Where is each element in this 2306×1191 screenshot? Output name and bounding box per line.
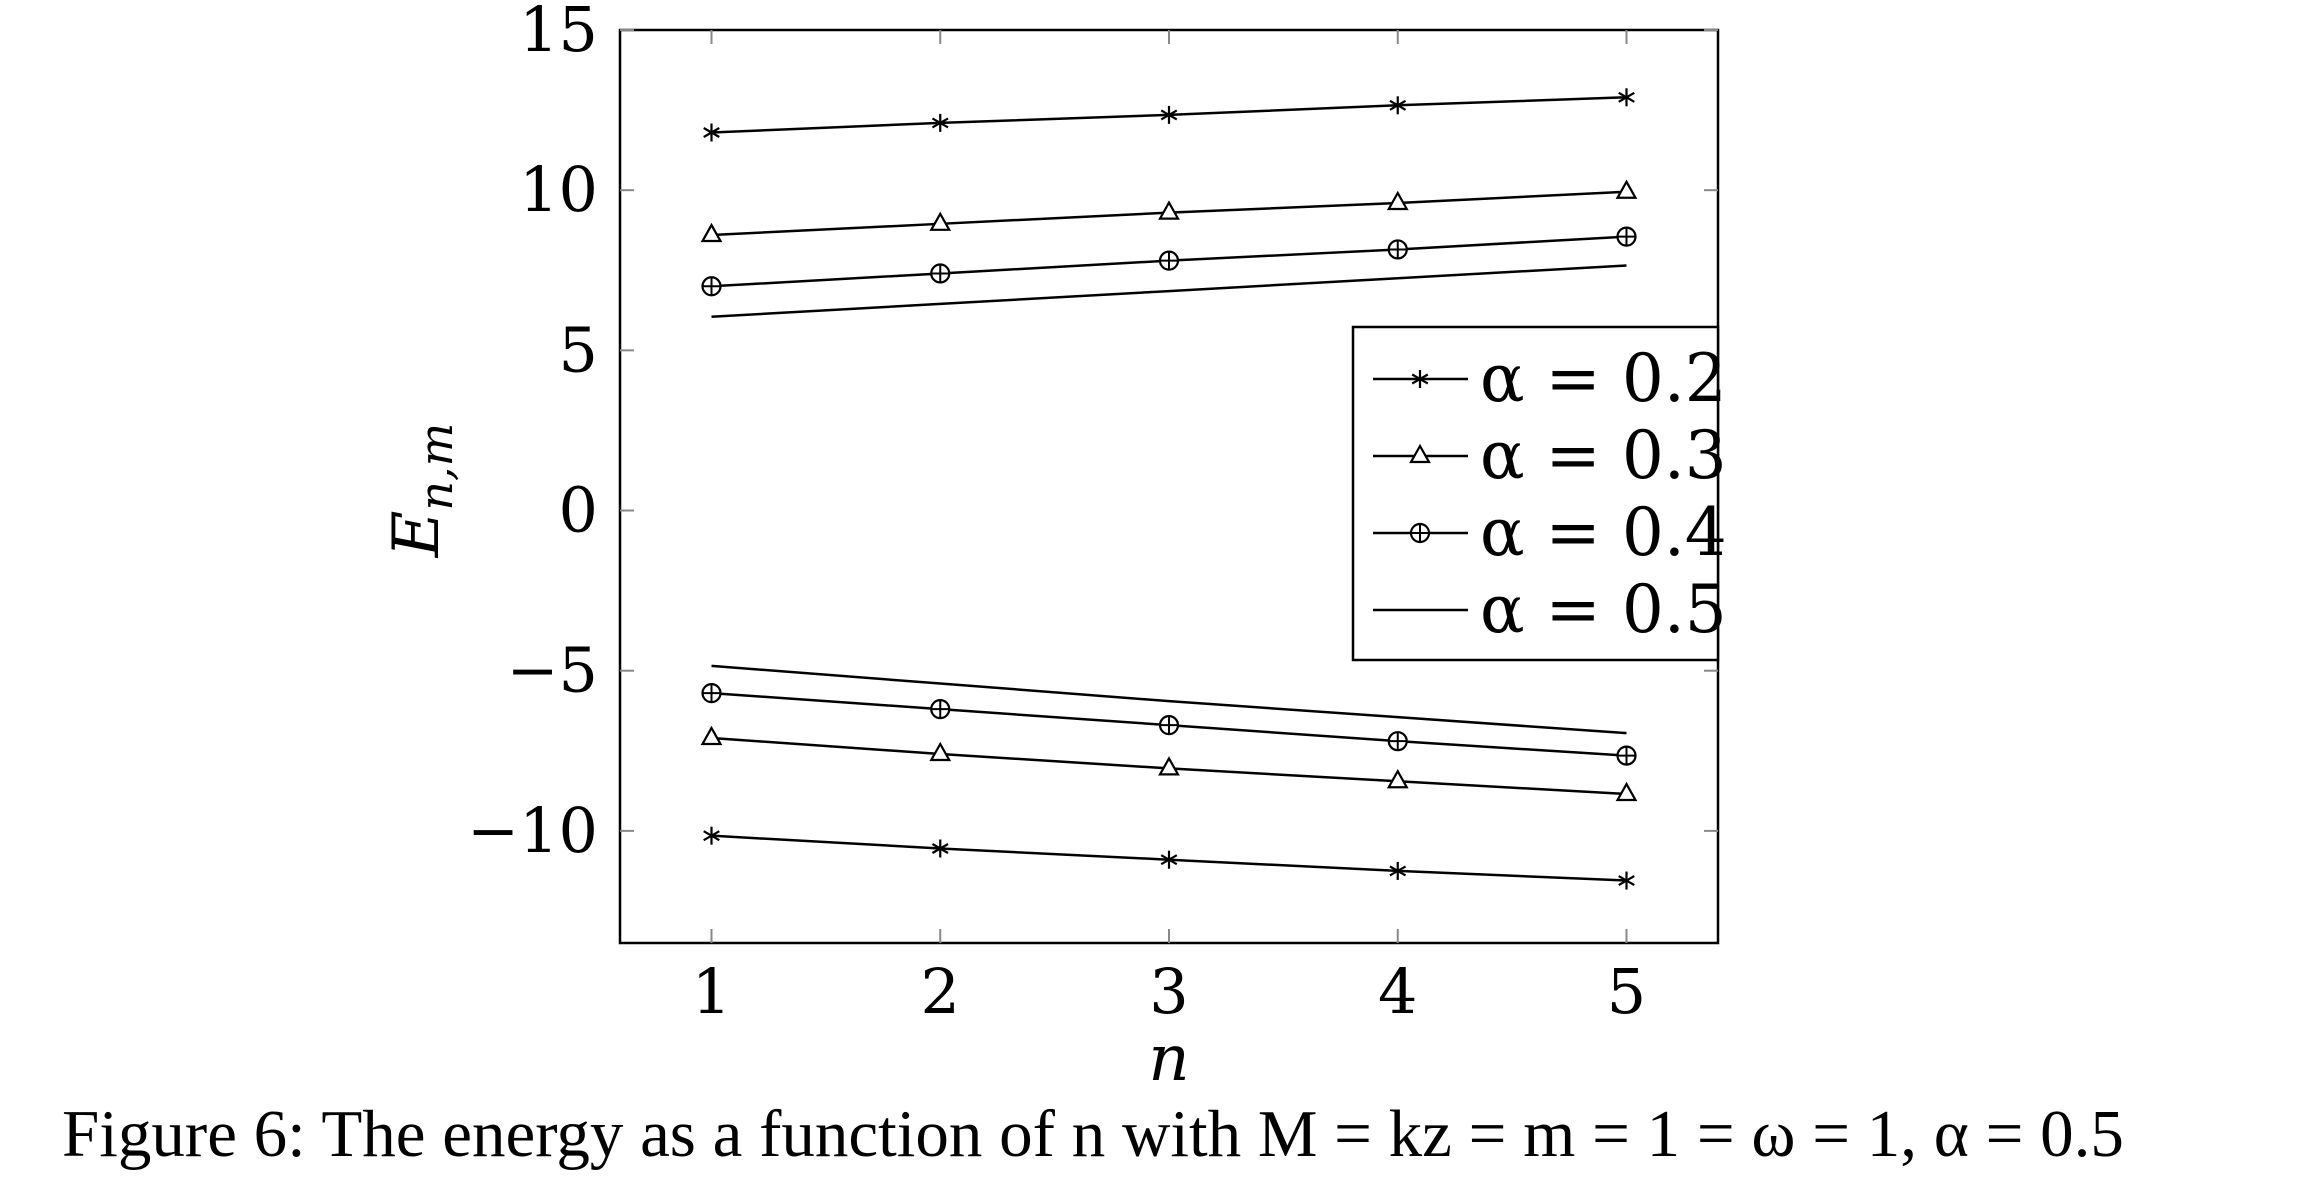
data-point <box>931 113 949 132</box>
data-point <box>1616 745 1637 766</box>
y-tick-label: 10 <box>519 153 598 226</box>
x-axis-label: n <box>1148 1022 1189 1096</box>
y-axis-label-main: E <box>380 511 454 559</box>
data-point <box>1389 96 1407 115</box>
legend-label: α = 0.3 <box>1480 417 1727 494</box>
x-tick-label: 2 <box>921 955 960 1028</box>
triangle-marker <box>1615 179 1638 199</box>
legend-label: α = 0.4 <box>1480 494 1727 571</box>
data-point <box>930 263 951 284</box>
legend-entry: α = 0.3 <box>1373 417 1727 494</box>
data-point <box>1387 731 1408 752</box>
data-point <box>1158 250 1180 271</box>
series-positive <box>703 88 1635 142</box>
data-point <box>700 222 723 243</box>
data-point <box>1160 105 1178 124</box>
triangle-marker <box>700 222 723 243</box>
y-axis-label-sub: n,m <box>409 423 463 511</box>
asterisk-marker-stroke <box>1389 865 1407 877</box>
series-layer <box>700 88 1638 890</box>
series-line <box>711 664 1627 735</box>
data-point <box>1386 190 1409 211</box>
series-positive <box>701 226 1637 297</box>
asterisk-marker-stroke <box>1411 373 1429 385</box>
asterisk-marker-stroke <box>1618 91 1635 103</box>
series-negative <box>701 683 1637 766</box>
data-point <box>1158 756 1180 776</box>
series-negative <box>700 725 1638 802</box>
asterisk-marker-stroke <box>1389 99 1407 111</box>
data-point <box>930 699 951 720</box>
legend-entry: α = 0.5 <box>1373 571 1727 648</box>
data-point <box>1387 239 1408 260</box>
asterisk-marker-stroke <box>1618 875 1635 886</box>
asterisk-marker-stroke <box>931 843 949 854</box>
x-tick-label: 3 <box>1149 955 1188 1028</box>
data-point <box>1616 226 1637 247</box>
data-point <box>931 839 949 858</box>
data-point <box>1160 850 1178 869</box>
y-tick-label: 0 <box>559 474 598 547</box>
data-point <box>1615 179 1638 199</box>
y-tick-label: −10 <box>467 794 598 867</box>
data-point <box>1618 88 1635 107</box>
triangle-marker <box>1158 200 1180 220</box>
y-axis-label: En,m <box>380 423 463 559</box>
legend-label: α = 0.5 <box>1480 571 1727 648</box>
triangle-marker <box>1409 443 1431 464</box>
figure-caption: Figure 6: The energy as a function of n … <box>62 1097 2124 1171</box>
y-tick-label: 15 <box>519 0 598 66</box>
asterisk-marker-stroke <box>931 117 949 129</box>
triangle-marker <box>1386 768 1409 789</box>
ticks-layer: 1 2 3 4 5 −10 −5 0 5 10 15 <box>467 0 1718 1028</box>
asterisk-marker-stroke <box>703 127 720 138</box>
svg-text:En,m: En,m <box>380 423 463 559</box>
series-negative <box>711 664 1627 735</box>
data-point <box>700 725 723 746</box>
x-tick-label: 4 <box>1378 955 1417 1028</box>
x-tick-label: 1 <box>692 955 731 1028</box>
data-point <box>701 276 722 297</box>
data-point <box>701 683 722 704</box>
data-point <box>703 123 720 142</box>
legend-label: α = 0.2 <box>1480 340 1727 417</box>
x-tick-label: 5 <box>1607 955 1646 1028</box>
data-point <box>1386 768 1409 789</box>
legend-entry: α = 0.2 <box>1373 340 1727 417</box>
triangle-marker <box>929 211 952 231</box>
series-negative <box>703 826 1635 890</box>
data-point <box>1615 781 1638 802</box>
series-positive <box>700 179 1638 243</box>
y-tick-label: −5 <box>507 634 598 707</box>
data-point <box>929 211 952 231</box>
asterisk-marker-stroke <box>1160 854 1178 866</box>
data-point <box>1389 861 1407 880</box>
asterisk-marker-stroke <box>1160 109 1178 121</box>
legend: α = 0.2α = 0.3α = 0.4α = 0.5 <box>1351 325 1727 662</box>
y-tick-label: 5 <box>559 313 598 386</box>
triangle-marker <box>1158 756 1180 776</box>
triangle-marker <box>1386 190 1409 211</box>
triangle-marker <box>700 725 723 746</box>
legend-entry: α = 0.4 <box>1373 494 1727 571</box>
data-point <box>1158 715 1180 736</box>
data-point <box>703 826 720 845</box>
data-point <box>1618 871 1635 890</box>
data-point <box>929 741 952 762</box>
series-positive <box>711 264 1627 318</box>
asterisk-marker-stroke <box>703 830 720 842</box>
series-line <box>711 264 1627 318</box>
data-point <box>1158 200 1180 220</box>
triangle-marker <box>929 741 952 762</box>
triangle-marker <box>1615 781 1638 802</box>
